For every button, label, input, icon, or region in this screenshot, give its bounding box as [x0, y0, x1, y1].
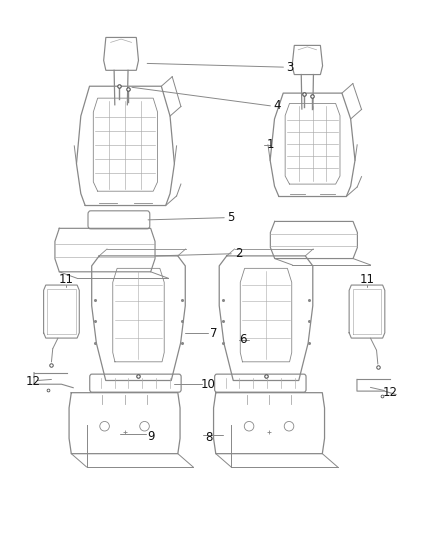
- Text: 10: 10: [201, 378, 216, 391]
- Text: 11: 11: [360, 273, 374, 286]
- Text: 12: 12: [382, 386, 398, 399]
- Text: 5: 5: [226, 211, 234, 224]
- Text: 4: 4: [274, 99, 281, 112]
- Text: 6: 6: [240, 333, 247, 346]
- Text: 12: 12: [25, 375, 40, 388]
- Text: 8: 8: [205, 431, 212, 444]
- Text: 3: 3: [286, 61, 293, 74]
- Text: 9: 9: [147, 430, 155, 443]
- Text: 7: 7: [210, 327, 217, 340]
- Text: 11: 11: [58, 273, 73, 286]
- Text: 1: 1: [267, 138, 274, 151]
- Text: 2: 2: [235, 247, 242, 260]
